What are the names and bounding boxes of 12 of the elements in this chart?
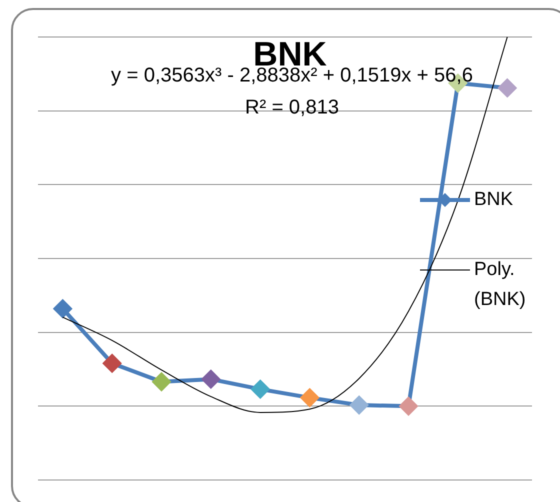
annotation: R² = 0,813 xyxy=(245,96,339,119)
point xyxy=(300,388,319,407)
legend-label: BNK xyxy=(474,189,514,210)
point xyxy=(54,300,72,318)
point xyxy=(251,380,270,398)
point xyxy=(103,354,122,372)
point xyxy=(202,370,220,388)
legend-label: Poly. (BNK) xyxy=(474,259,526,310)
point xyxy=(400,397,418,416)
point xyxy=(498,78,516,97)
point xyxy=(350,396,368,414)
point xyxy=(152,372,170,391)
